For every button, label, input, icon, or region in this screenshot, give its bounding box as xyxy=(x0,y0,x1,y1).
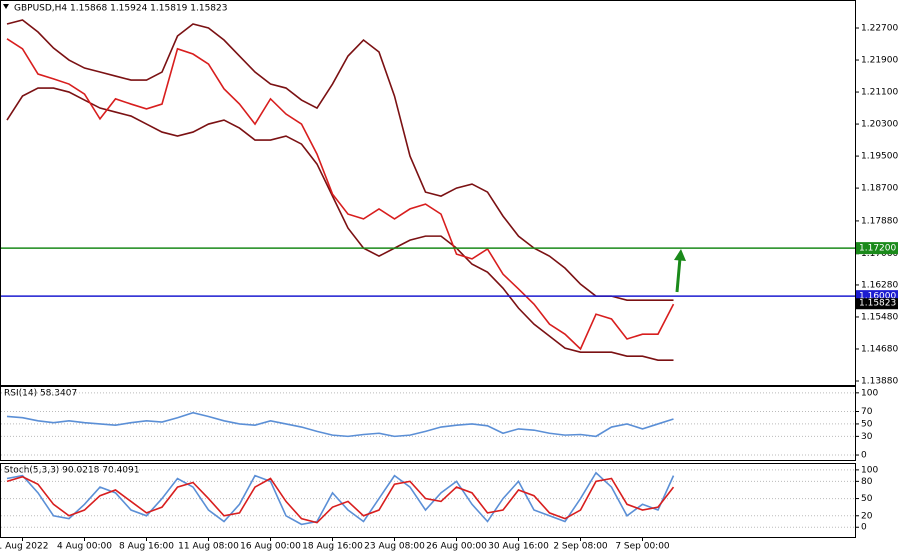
main-panel xyxy=(0,0,856,386)
x-tick-label: 1 Aug 2022 xyxy=(0,542,48,552)
y-tick-label: 1.22700 xyxy=(861,24,898,34)
x-tick-label: 2 Sep 08:00 xyxy=(553,542,608,552)
series-line xyxy=(6,19,674,301)
y-tick-label: 0 xyxy=(861,523,867,533)
series-line xyxy=(6,38,675,351)
y-tick-label: 1.18700 xyxy=(861,184,898,194)
x-tick-label: 8 Aug 16:00 xyxy=(119,542,174,552)
trend-arrowhead xyxy=(674,249,686,261)
series-line xyxy=(6,471,675,526)
y-tick-label: 1.21100 xyxy=(861,88,898,98)
y-tick-label: 1.20300 xyxy=(861,120,898,130)
rsi-title: RSI(14) 58.3407 xyxy=(4,389,77,399)
x-tick-label: 18 Aug 16:00 xyxy=(302,542,363,552)
x-tick-label: 16 Aug 00:00 xyxy=(240,542,301,552)
y-tick-label: 80 xyxy=(861,477,873,487)
y-tick-label: 20 xyxy=(861,511,873,521)
y-tick-label: 0 xyxy=(861,451,867,461)
y-tick-label: 50 xyxy=(861,494,873,504)
level-label: 1.17200 xyxy=(859,244,896,254)
y-tick-label: 70 xyxy=(861,407,873,417)
y-tick-label: 1.16280 xyxy=(861,280,898,290)
y-tick-label: 1.19500 xyxy=(861,152,898,162)
last-price-box xyxy=(856,298,898,310)
last-price-label: 1.15823 xyxy=(859,299,896,309)
stoch-title: Stoch(5,3,3) 90.0218 70.4091 xyxy=(4,466,139,476)
x-tick-label: 7 Sep 00:00 xyxy=(615,542,670,552)
y-tick-label: 1.13880 xyxy=(861,376,898,386)
x-tick-label: 30 Aug 16:00 xyxy=(488,542,549,552)
x-tick-label: 23 Aug 08:00 xyxy=(364,542,425,552)
y-tick-label: 1.17880 xyxy=(861,216,898,226)
series-line xyxy=(6,87,674,361)
chart-title: GBPUSD,H4 1.15868 1.15924 1.15819 1.1582… xyxy=(14,4,227,14)
series-line xyxy=(6,411,674,438)
level-label: 1.16000 xyxy=(859,292,896,302)
y-tick-label: 1.14680 xyxy=(861,344,898,354)
x-tick-label: 26 Aug 00:00 xyxy=(426,542,487,552)
series-line xyxy=(6,475,675,524)
x-tick-label: 4 Aug 00:00 xyxy=(57,542,112,552)
y-tick-label: 30 xyxy=(861,432,873,442)
trend-arrow xyxy=(675,257,682,293)
y-tick-label: 1.15480 xyxy=(861,312,898,322)
y-tick-label: 50 xyxy=(861,419,873,429)
y-tick-label: 1.21900 xyxy=(861,56,898,66)
x-tick-label: 11 Aug 08:00 xyxy=(178,542,239,552)
y-tick-label: 1.17060 xyxy=(861,249,898,259)
level-label-box xyxy=(856,242,898,255)
stoch-panel xyxy=(0,463,856,538)
panel-frames xyxy=(0,0,856,538)
menu-icon[interactable] xyxy=(3,4,9,9)
y-tick-label: 100 xyxy=(861,465,878,475)
y-tick-label: 100 xyxy=(861,388,878,398)
